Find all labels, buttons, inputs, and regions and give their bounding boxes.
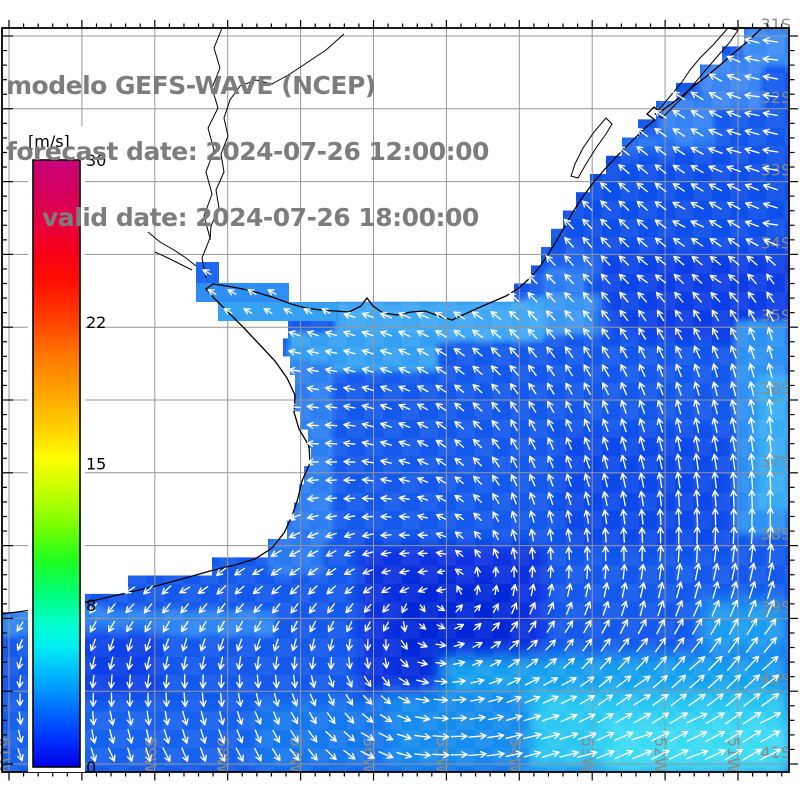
- lat-label: 32S: [760, 88, 791, 107]
- river: [154, 251, 193, 271]
- lagoon: [570, 117, 613, 179]
- colorbar-unit: [m/s]: [28, 132, 70, 151]
- lat-label: 36S: [760, 379, 791, 398]
- river: [209, 33, 345, 241]
- river: [147, 231, 197, 267]
- lat-label: 35S: [760, 306, 791, 325]
- lat-label: 38S: [760, 525, 791, 544]
- vector-arrows: [16, 37, 782, 763]
- lat-label: 39S: [760, 597, 791, 616]
- colorbar-tick-label: 22: [86, 313, 106, 332]
- lon-label: 57W: [287, 737, 306, 773]
- colorbar: [m/s] 30 22 15 8 0: [26, 126, 106, 777]
- colorbar-gradient: [32, 159, 81, 768]
- colorbar-tick-label: 0: [86, 758, 96, 777]
- lat-label: 34S: [760, 233, 791, 252]
- colorbar-tick-label: 30: [86, 151, 106, 170]
- lagoon: [654, 27, 739, 119]
- colorbar-tick-label: 8: [86, 596, 96, 615]
- lon-label: 58W: [214, 737, 233, 773]
- colorbar-tick-label: 15: [86, 455, 106, 474]
- lat-label: 37S: [760, 452, 791, 471]
- map-border-ticks: [1, 20, 798, 781]
- lat-label: 31S: [760, 15, 791, 34]
- lon-label: 59W: [141, 737, 160, 773]
- graticule: [2, 28, 789, 772]
